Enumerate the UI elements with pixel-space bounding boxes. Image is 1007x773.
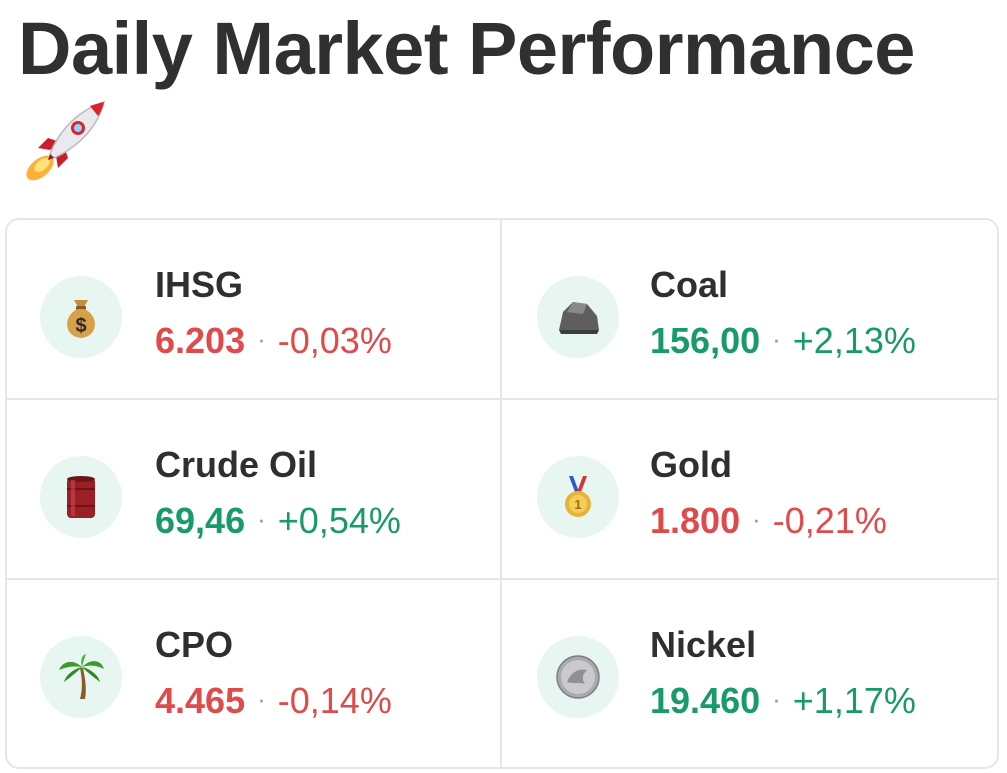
market-item-nickel[interactable]: Nickel 19.460 · +1,17% xyxy=(502,580,997,767)
market-item-crude-oil[interactable]: Crude Oil 69,46 · +0,54% xyxy=(7,400,502,580)
market-price: 4.465 xyxy=(155,680,246,721)
market-values: 69,46 · +0,54% xyxy=(155,500,401,542)
market-change: +0,54% xyxy=(277,500,401,541)
market-change: -0,14% xyxy=(277,680,392,721)
market-name: Crude Oil xyxy=(155,444,318,485)
gold-medal-icon: 1 xyxy=(537,456,619,538)
page-title: Daily Market Performance xyxy=(18,7,915,90)
rocket-icon xyxy=(26,100,106,181)
separator-dot: · xyxy=(772,683,781,714)
coin-icon xyxy=(537,636,619,718)
separator-dot: · xyxy=(257,503,266,534)
market-name: Coal xyxy=(650,264,729,305)
oil-barrel-icon xyxy=(40,456,122,538)
market-values: 19.460 · +1,17% xyxy=(650,680,916,722)
separator-dot: · xyxy=(257,323,266,354)
svg-text:1: 1 xyxy=(574,497,581,512)
market-price: 1.800 xyxy=(650,500,741,541)
market-price: 156,00 xyxy=(650,320,761,361)
market-item-gold[interactable]: 1 Gold 1.800 · -0,21% xyxy=(502,400,997,580)
separator-dot: · xyxy=(257,683,266,714)
market-name: IHSG xyxy=(155,264,244,305)
rock-icon xyxy=(537,276,619,358)
palm-tree-icon xyxy=(40,636,122,718)
market-change: +1,17% xyxy=(792,680,916,721)
money-bag-icon: $ xyxy=(40,276,122,358)
market-change: -0,03% xyxy=(277,320,392,361)
market-name: CPO xyxy=(155,624,234,665)
market-name: Gold xyxy=(650,444,732,485)
market-price: 19.460 xyxy=(650,680,761,721)
market-price: 69,46 xyxy=(155,500,246,541)
market-values: 4.465 · -0,14% xyxy=(155,680,392,722)
svg-text:$: $ xyxy=(75,315,86,337)
market-item-ihsg[interactable]: $ IHSG 6.203 · -0,03% xyxy=(7,220,502,400)
market-values: 1.800 · -0,21% xyxy=(650,500,887,542)
market-price: 6.203 xyxy=(155,320,246,361)
market-item-coal[interactable]: Coal 156,00 · +2,13% xyxy=(502,220,997,400)
market-item-cpo[interactable]: CPO 4.465 · -0,14% xyxy=(7,580,502,767)
market-values: 156,00 · +2,13% xyxy=(650,320,916,362)
market-name: Nickel xyxy=(650,624,757,665)
market-card: $ IHSG 6.203 · -0,03% Coal 156,00 · +2,13% xyxy=(5,218,999,769)
separator-dot: · xyxy=(772,323,781,354)
market-change: -0,21% xyxy=(772,500,887,541)
market-change: +2,13% xyxy=(792,320,916,361)
market-values: 6.203 · -0,03% xyxy=(155,320,392,362)
separator-dot: · xyxy=(752,503,761,534)
